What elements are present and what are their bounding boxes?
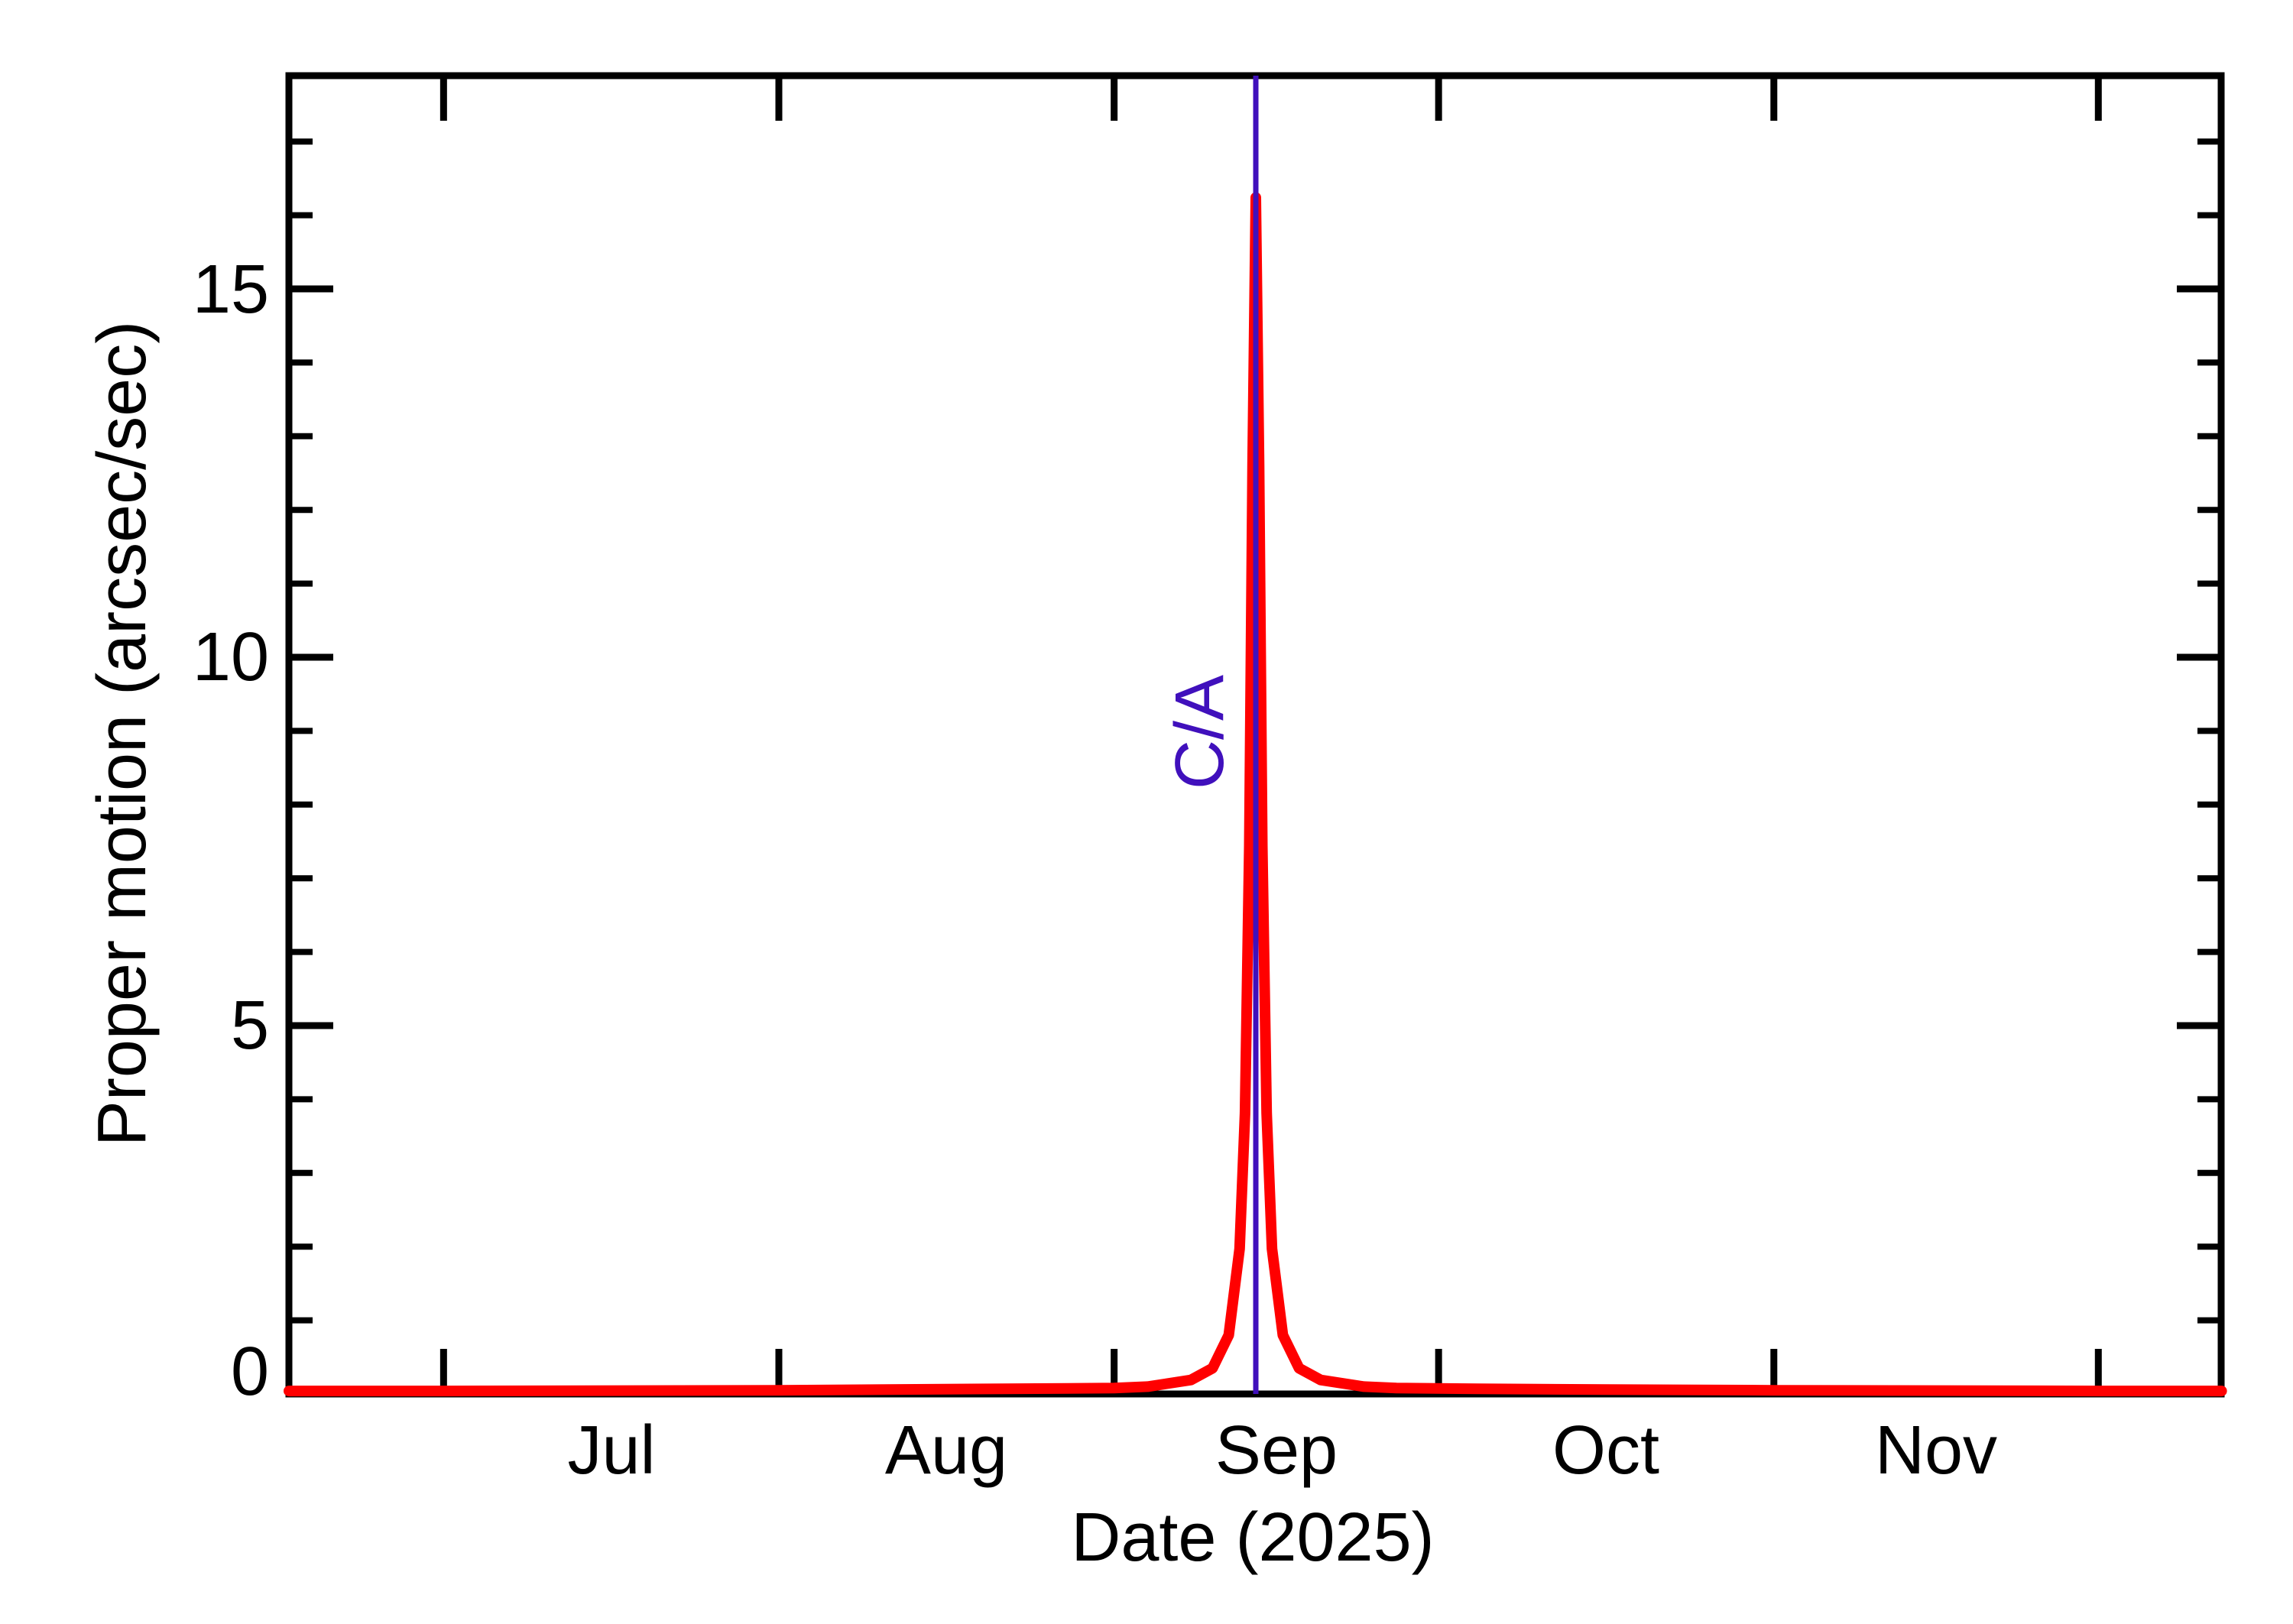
x-month-label-aug: Aug [884, 1412, 1008, 1489]
y-tick-label-5: 5 [230, 987, 269, 1064]
y-axis-title: Proper motion (arcsec/sec) [84, 320, 161, 1147]
x-month-label-jul: Jul [567, 1412, 656, 1489]
y-tick-label-10: 10 [192, 619, 269, 695]
close-approach-label: C/A [1162, 674, 1238, 790]
x-month-label-oct: Oct [1552, 1412, 1660, 1489]
x-month-label-sep: Sep [1215, 1412, 1338, 1489]
y-tick-label-15: 15 [192, 251, 269, 328]
x-month-label-nov: Nov [1874, 1412, 1998, 1489]
proper-motion-curve [284, 192, 2227, 1397]
x-axis-title: Date (2025) [1071, 1499, 1435, 1576]
y-tick-label-0: 0 [230, 1334, 269, 1410]
